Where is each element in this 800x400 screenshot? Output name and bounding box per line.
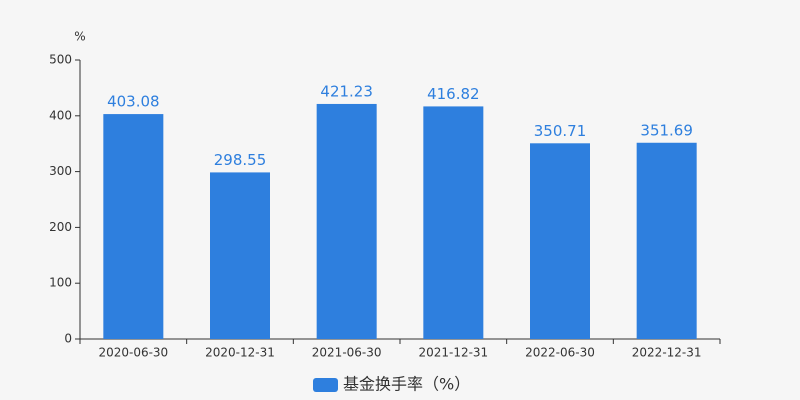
- bar: [316, 103, 377, 339]
- y-tick-label: 200: [49, 220, 72, 234]
- bar: [636, 142, 697, 339]
- y-axis-title: %: [74, 30, 85, 44]
- x-tick-label: 2022-06-30: [525, 346, 595, 360]
- value-label: 421.23: [320, 82, 373, 100]
- x-tick-label: 2020-12-31: [205, 346, 275, 360]
- value-label: 350.71: [534, 122, 587, 140]
- x-tick-label: 2020-06-30: [98, 346, 168, 360]
- y-tick-label: 500: [49, 53, 72, 67]
- bar: [210, 172, 270, 339]
- value-label: 416.82: [427, 85, 480, 103]
- x-tick-label: 2021-12-31: [418, 346, 488, 360]
- legend-swatch: [313, 378, 338, 392]
- value-label: 351.69: [640, 121, 693, 139]
- x-tick-label: 2021-06-30: [312, 346, 382, 360]
- bar: [530, 143, 590, 339]
- value-label: 298.55: [214, 151, 267, 169]
- value-label: 403.08: [107, 93, 160, 111]
- y-tick-label: 400: [49, 108, 72, 122]
- y-tick-label: 300: [49, 164, 72, 178]
- y-tick-label: 100: [49, 276, 72, 290]
- legend-label: 基金换手率（%）: [343, 375, 470, 394]
- y-tick-label: 0: [64, 332, 72, 346]
- bar: [103, 114, 164, 339]
- bar: [423, 106, 484, 340]
- x-tick-label: 2022-12-31: [632, 346, 702, 360]
